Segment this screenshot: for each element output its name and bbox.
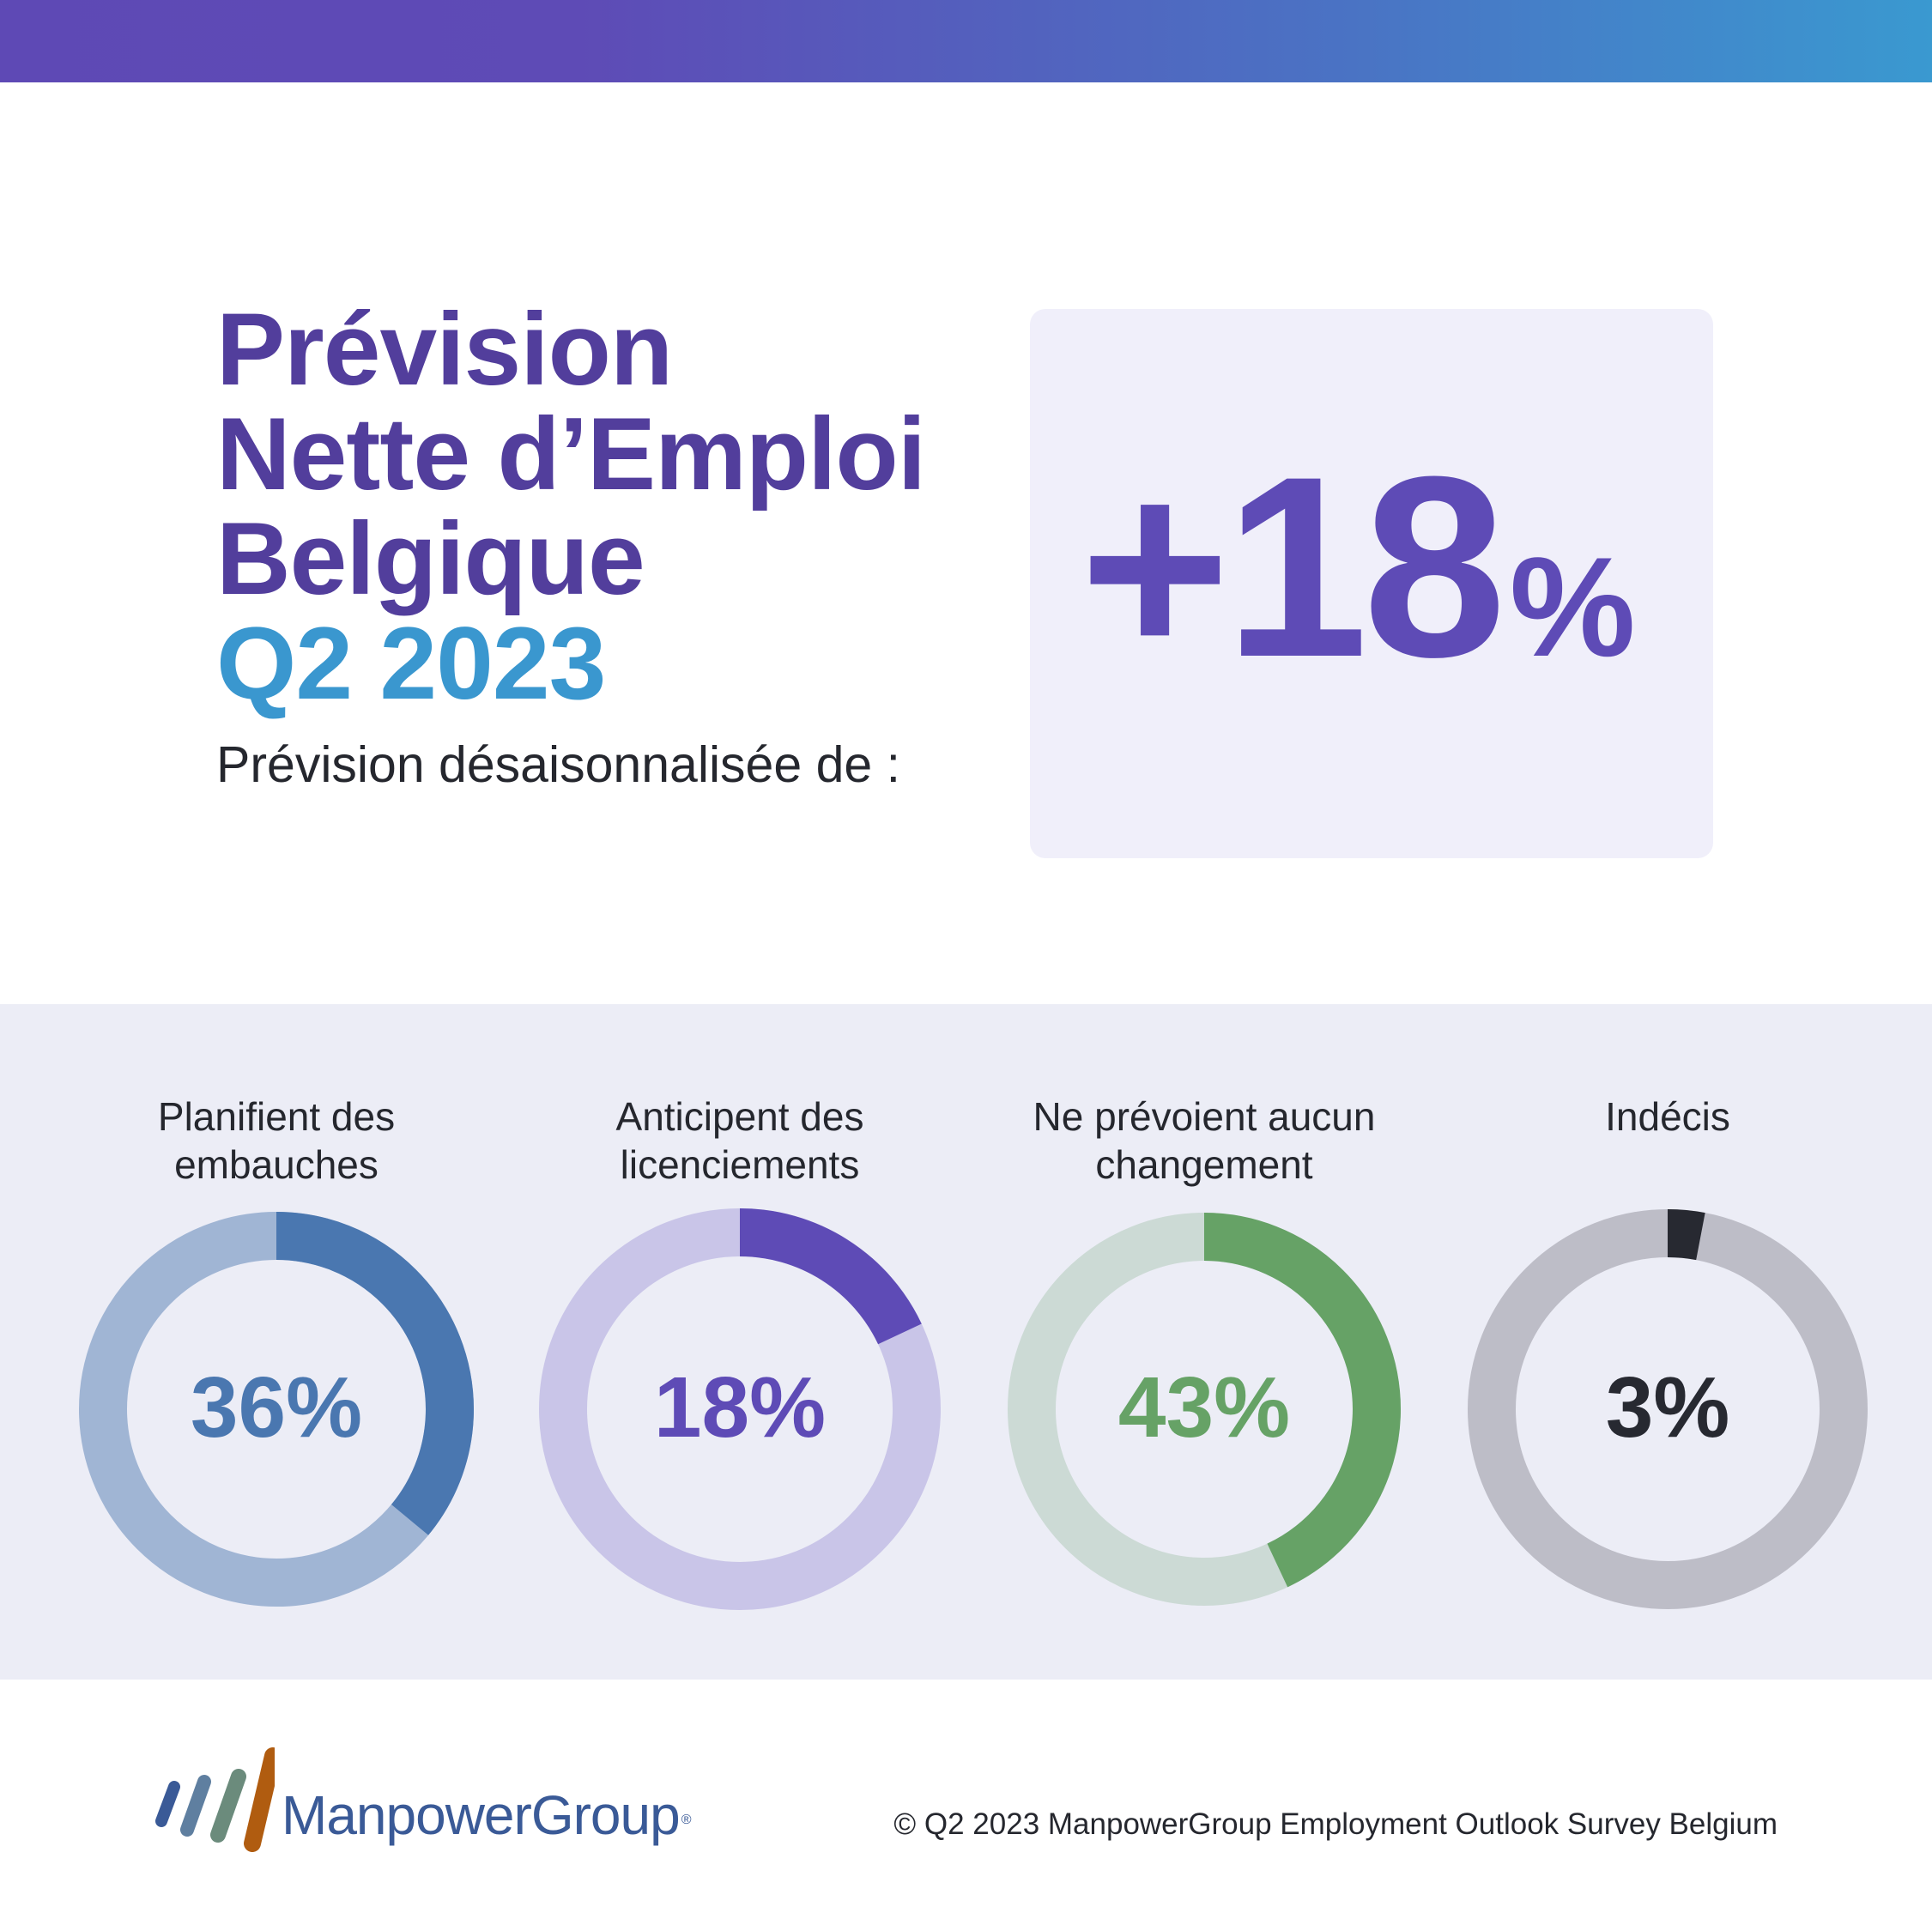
brand-name: ManpowerGroup ® [282, 1784, 692, 1846]
donut-label-1: Planifient des embauches [19, 1093, 534, 1189]
title-line-1: Prévision [216, 292, 673, 407]
donut-label-1-line-1: Planifient des [157, 1094, 396, 1139]
donut-label-4-line-1: Indécis [1605, 1094, 1730, 1139]
donut-label-1-line-2: embauches [174, 1142, 379, 1187]
copyright-notice: © Q2 2023 ManpowerGroup Employment Outlo… [893, 1807, 1778, 1841]
donut-label-3-line-1: Ne prévoient aucun [1033, 1094, 1376, 1139]
donut-slice-2 [539, 1208, 941, 1610]
subtitle: Prévision désaisonnalisée de : [216, 736, 900, 793]
donut-value-4: 3% [1605, 1359, 1730, 1456]
donut-value-2: 18% [653, 1359, 827, 1456]
top-gradient-bar [0, 0, 1932, 82]
donut-1 [79, 1212, 474, 1607]
donut-4 [1468, 1209, 1868, 1609]
title-line-2: Nette d’Emploi [216, 396, 926, 512]
headline-value-box [1030, 309, 1713, 858]
donut-value-3: 43% [1117, 1359, 1291, 1456]
donut-slice-1 [79, 1212, 474, 1607]
donut-label-4: Indécis [1410, 1093, 1925, 1141]
title-line-3: Belgique [216, 501, 645, 616]
donut-2 [539, 1208, 941, 1610]
donut-label-3-line-2: changement [1095, 1142, 1313, 1187]
brand-text: ManpowerGroup [282, 1784, 681, 1846]
donut-slice-4 [1468, 1209, 1868, 1609]
headline-number: +18 [1080, 422, 1506, 711]
headline-value: +18% [1080, 438, 1636, 695]
donut-slice-3 [1008, 1213, 1401, 1606]
donut-label-3: Ne prévoient aucun changement [947, 1093, 1462, 1189]
manpowergroup-logo-icon [155, 1747, 275, 1852]
donut-3 [1008, 1213, 1401, 1606]
quarter-label: Q2 2023 [216, 606, 606, 721]
page-title: Prévision Nette d’Emploi Belgique Q2 202… [216, 292, 926, 721]
donut-label-2-line-2: licenciements [620, 1142, 860, 1187]
donut-value-1: 36% [190, 1359, 363, 1456]
registered-mark: ® [681, 1813, 692, 1827]
donut-label-2: Anticipent des licenciements [482, 1093, 997, 1189]
headline-unit: % [1509, 528, 1636, 686]
donut-label-2-line-1: Anticipent des [615, 1094, 864, 1139]
